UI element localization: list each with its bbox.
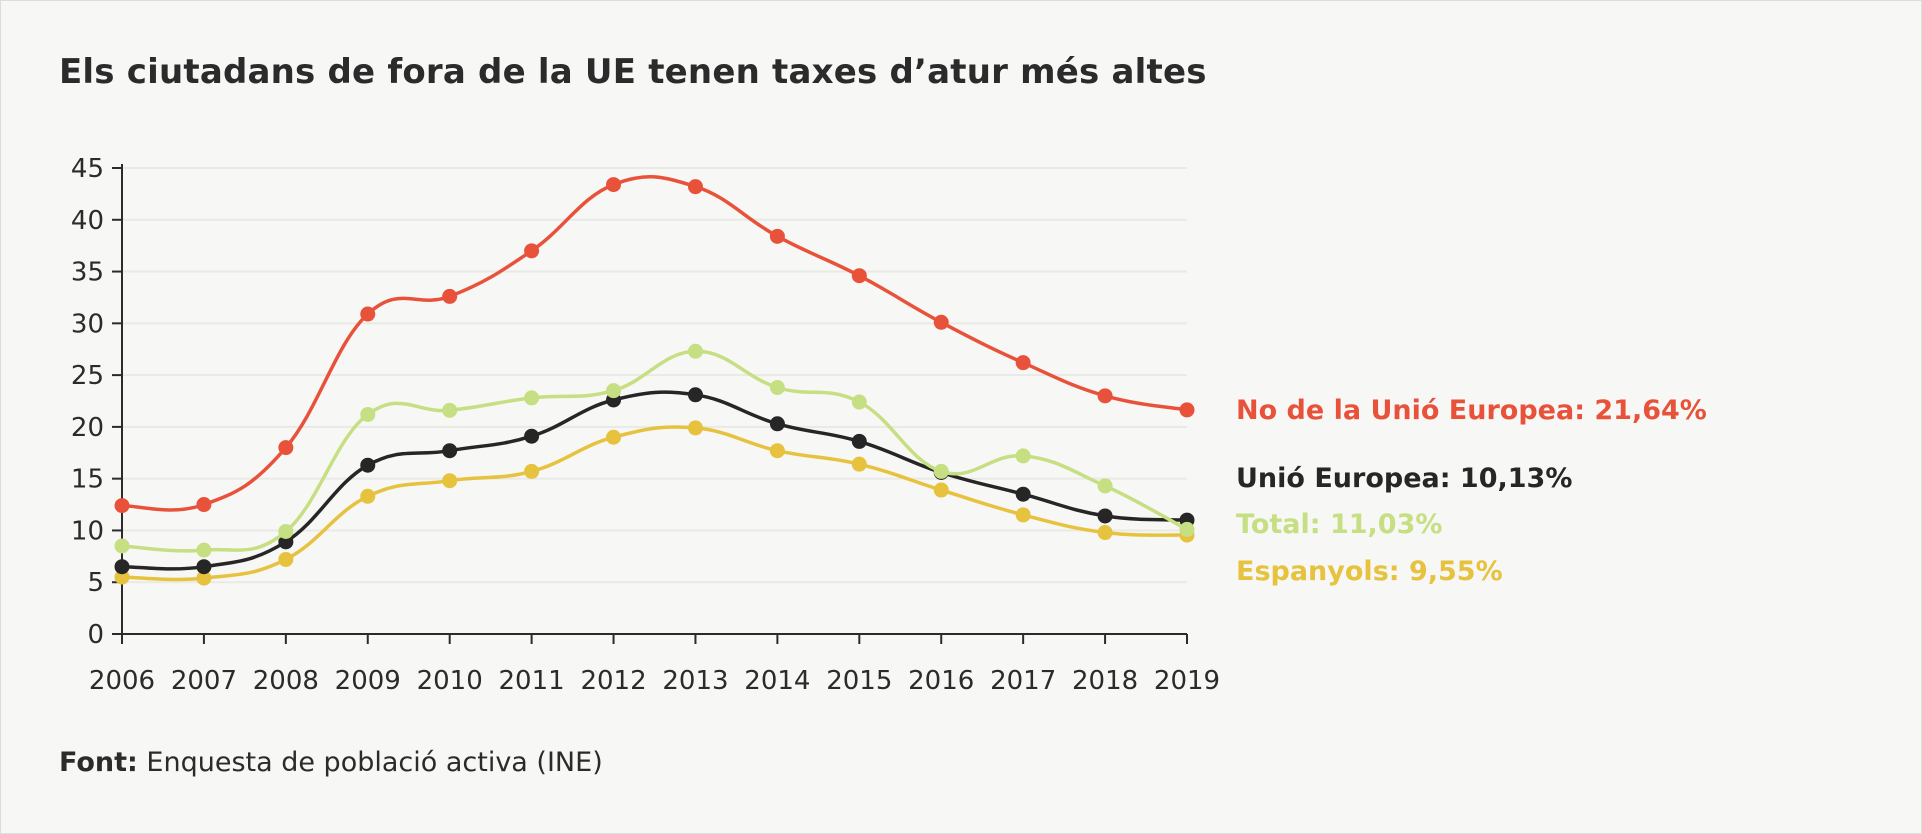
y-axis-ticks: 0 5 10 15 20 25 30 35 40 45 — [71, 154, 122, 650]
data-point — [360, 306, 376, 322]
data-point — [360, 488, 376, 504]
data-point — [1179, 521, 1195, 537]
chart-title: Els ciutadans de fora de la UE tenen tax… — [59, 52, 1207, 92]
series-no-de-la-unio-europea — [114, 175, 1195, 514]
data-point — [769, 416, 785, 432]
x-tick-label: 2006 — [89, 666, 155, 696]
legend-entry: No de la Unió Europea: 21,64% — [1236, 395, 1707, 426]
data-point — [687, 420, 703, 436]
axes — [121, 164, 1187, 635]
source-text: Enquesta de població activa (INE) — [137, 747, 603, 778]
x-tick-label: 2010 — [417, 666, 483, 696]
data-point — [442, 288, 458, 304]
data-point — [524, 243, 540, 259]
x-tick-label: 2019 — [1154, 666, 1220, 696]
series-line — [120, 349, 1189, 553]
y-tick-label: 15 — [71, 465, 104, 495]
y-tick-label: 5 — [87, 568, 104, 598]
data-point — [933, 463, 949, 479]
data-point — [1097, 388, 1113, 404]
data-point — [1179, 402, 1195, 418]
data-point — [114, 538, 130, 554]
data-point — [196, 570, 212, 586]
x-tick-label: 2018 — [1072, 666, 1138, 696]
data-point — [524, 428, 540, 444]
legend-entry: Espanyols: 9,55% — [1236, 556, 1503, 587]
data-point — [524, 463, 540, 479]
series-espanyols — [114, 420, 1195, 586]
x-tick-label: 2013 — [662, 666, 728, 696]
data-point — [606, 383, 622, 399]
data-point — [687, 343, 703, 359]
series-line — [120, 175, 1189, 512]
x-tick-label: 2009 — [335, 666, 401, 696]
data-point — [933, 314, 949, 330]
data-point — [1015, 486, 1031, 502]
data-point — [1015, 507, 1031, 523]
data-point — [196, 497, 212, 513]
x-tick-label: 2014 — [744, 666, 810, 696]
data-point — [442, 443, 458, 459]
data-point — [442, 402, 458, 418]
x-axis-ticks: 2006 2007 2008 2009 2010 2011 2012 2013 2014 2015… — [89, 634, 1220, 696]
x-tick-label: 2012 — [580, 666, 646, 696]
data-point — [1097, 525, 1113, 541]
x-tick-label: 2016 — [908, 666, 974, 696]
y-tick-label: 30 — [71, 309, 104, 339]
legend-entry: Unió Europea: 10,13% — [1236, 463, 1572, 494]
data-point — [1097, 478, 1113, 494]
data-point — [851, 433, 867, 449]
data-point — [769, 380, 785, 396]
data-point — [196, 559, 212, 575]
y-tick-label: 0 — [87, 620, 104, 650]
data-point — [360, 457, 376, 473]
data-point — [769, 443, 785, 459]
data-point — [360, 406, 376, 422]
y-tick-label: 35 — [71, 258, 104, 288]
source-label: Font: — [59, 747, 138, 778]
source-note: Font: Enquesta de població activa (INE) — [59, 747, 603, 778]
series-line — [120, 390, 1189, 571]
data-point — [606, 177, 622, 193]
series-line — [120, 425, 1189, 582]
data-point — [769, 228, 785, 244]
data-point — [442, 473, 458, 489]
data-point — [687, 179, 703, 195]
x-tick-label: 2007 — [171, 666, 237, 696]
data-point — [1015, 448, 1031, 464]
y-tick-label: 25 — [71, 361, 104, 391]
data-point — [114, 569, 130, 585]
x-tick-label: 2017 — [990, 666, 1056, 696]
series-unio-europea — [114, 387, 1195, 575]
data-point — [278, 551, 294, 567]
legend: No de la Unió Europea: 21,64% Unió Europe… — [1236, 395, 1707, 587]
data-point — [278, 440, 294, 456]
series-lines — [114, 175, 1195, 586]
y-tick-label: 40 — [71, 206, 104, 236]
legend-entry: Total: 11,03% — [1236, 509, 1442, 540]
y-tick-label: 10 — [71, 516, 104, 546]
data-point — [114, 498, 130, 514]
data-point — [278, 523, 294, 539]
data-point — [687, 387, 703, 403]
data-point — [196, 542, 212, 558]
y-tick-label: 20 — [71, 413, 104, 443]
data-point — [278, 534, 294, 550]
y-tick-label: 45 — [71, 154, 104, 184]
data-point — [851, 456, 867, 472]
x-tick-label: 2008 — [253, 666, 319, 696]
data-point — [1015, 355, 1031, 371]
data-point — [606, 429, 622, 445]
series-total — [114, 343, 1195, 558]
x-tick-label: 2015 — [826, 666, 892, 696]
data-point — [933, 482, 949, 498]
data-point — [851, 394, 867, 410]
data-point — [114, 559, 130, 575]
x-tick-label: 2011 — [499, 666, 565, 696]
data-point — [524, 390, 540, 406]
data-point — [851, 268, 867, 284]
data-point — [1097, 508, 1113, 524]
